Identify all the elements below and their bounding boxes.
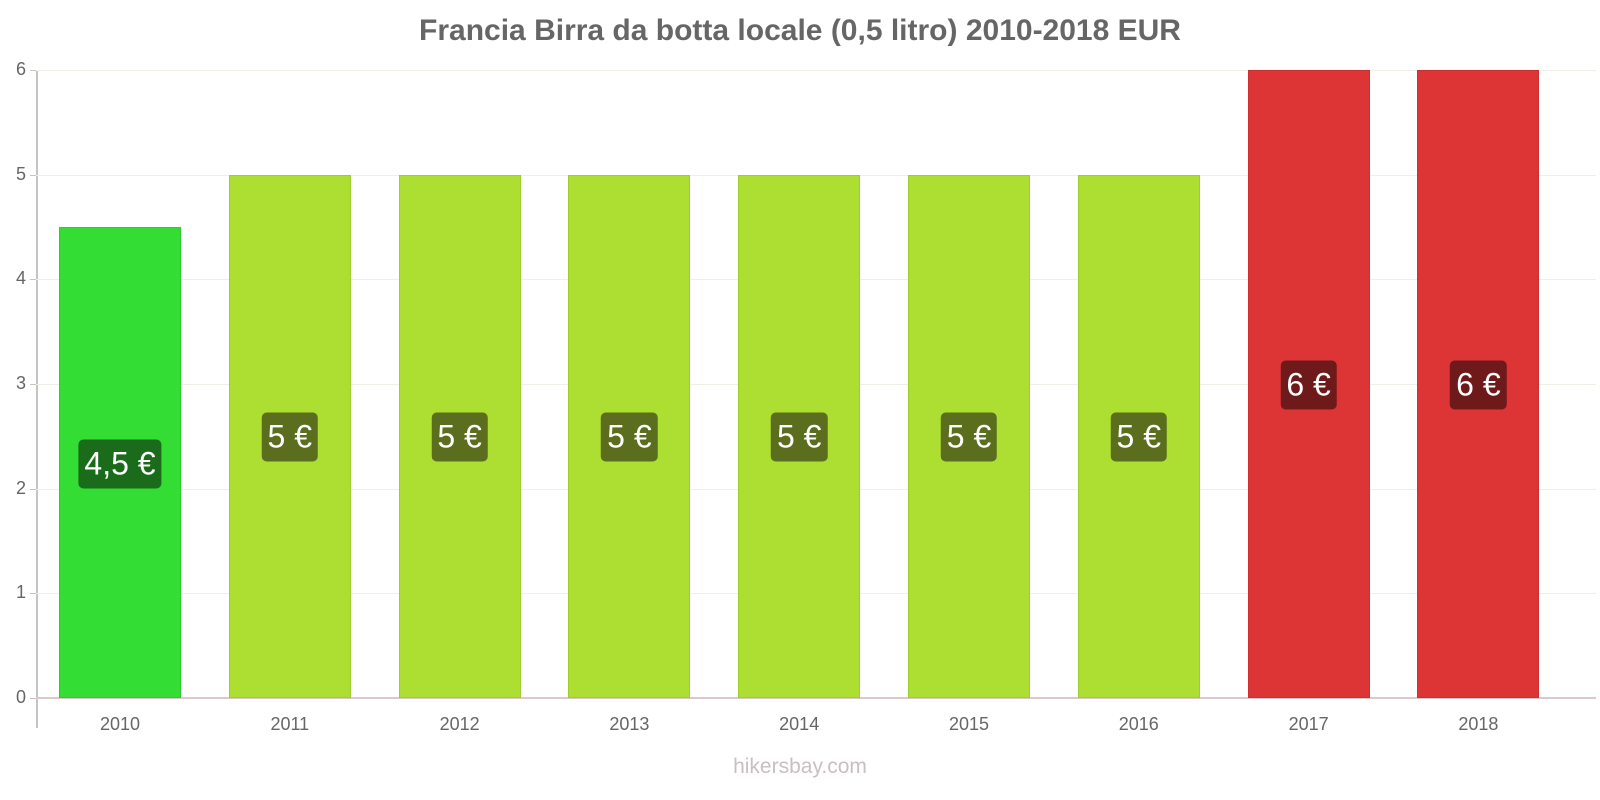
bar-2015[interactable]: 5 € <box>908 174 1030 698</box>
bar-value-label: 5 € <box>770 412 828 462</box>
y-tick-label: 2 <box>15 477 26 498</box>
y-tick-label: 3 <box>15 373 26 393</box>
bar-2013[interactable]: 5 € <box>568 174 691 698</box>
y-tick-label: 0 <box>15 687 26 707</box>
bar-value-label: 6 € <box>1450 360 1507 410</box>
gridline <box>36 70 1596 71</box>
bar-value-label: 6 € <box>1280 360 1337 410</box>
y-tick-label: 5 <box>15 163 26 184</box>
bar-value-label: 5 € <box>431 412 488 462</box>
y-tick-mark <box>30 698 36 699</box>
x-tick-label: 2016 <box>1118 714 1159 734</box>
y-tick-mark <box>30 488 36 490</box>
y-tick-mark <box>30 279 36 281</box>
bar-2010[interactable]: 4,5 € <box>59 227 181 698</box>
plot-area: 0 1 2 3 4 5 6 4,5 € 2010 5 € 2011 5 € 2012 5 € 2013 5 €… <box>16 59 1596 734</box>
y-tick-label: 4 <box>15 268 26 289</box>
chart-title: Francia Birra da botta locale (0,5 litro… <box>419 14 1181 47</box>
x-tick-label: 2014 <box>779 714 820 734</box>
bar-value-label: 5 € <box>940 412 998 462</box>
y-tick-mark <box>30 70 36 71</box>
bar-value-label: 5 € <box>601 412 658 462</box>
x-tick-label: 2015 <box>948 714 990 734</box>
bar-value-label: 5 € <box>261 412 319 462</box>
x-tick-label: 2011 <box>270 714 310 734</box>
bar-2014[interactable]: 5 € <box>738 174 861 698</box>
x-tick-label: 2013 <box>609 714 650 734</box>
bar-value-label: 4,5 € <box>78 439 162 488</box>
bar-2018[interactable]: 6 € <box>1417 70 1540 698</box>
y-tick-mark <box>30 384 36 385</box>
y-tick-mark <box>30 593 36 595</box>
bar-value-label: 5 € <box>1110 412 1168 462</box>
bar-2017[interactable]: 6 € <box>1247 70 1370 698</box>
x-tick-label: 2018 <box>1458 714 1499 734</box>
bar-2016[interactable]: 5 € <box>1077 174 1200 698</box>
y-tick-label: 1 <box>15 582 26 603</box>
x-axis-line <box>36 697 1596 699</box>
x-tick-label: 2012 <box>439 714 480 734</box>
y-tick-label: 6 <box>15 59 26 79</box>
watermark: hikersbay.com <box>733 755 867 778</box>
x-tick-label: 2010 <box>99 714 141 734</box>
y-axis-line <box>36 70 38 728</box>
x-tick-label: 2017 <box>1288 714 1329 734</box>
bar-2011[interactable]: 5 € <box>228 174 351 698</box>
bar-2012[interactable]: 5 € <box>398 174 521 698</box>
y-tick-mark <box>30 174 36 176</box>
